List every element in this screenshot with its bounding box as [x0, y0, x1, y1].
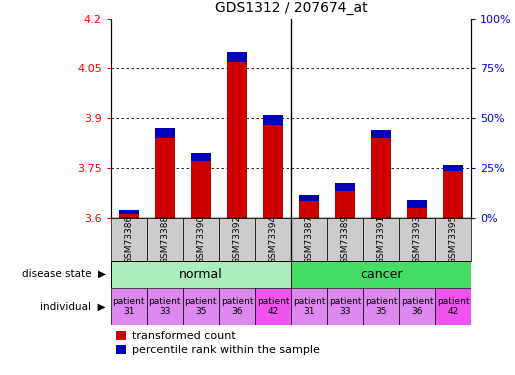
Bar: [263, 115, 283, 125]
Text: GSM73392: GSM73392: [232, 214, 242, 264]
Bar: [111, 288, 147, 325]
Bar: [111, 217, 147, 261]
Legend: transformed count, percentile rank within the sample: transformed count, percentile rank withi…: [116, 331, 320, 356]
Bar: [263, 125, 283, 217]
Bar: [219, 288, 255, 325]
Bar: [191, 161, 211, 218]
Text: disease state  ▶: disease state ▶: [22, 269, 106, 279]
Bar: [219, 217, 255, 261]
Bar: [255, 288, 291, 325]
Text: patient
36: patient 36: [220, 297, 253, 316]
Text: GSM73394: GSM73394: [268, 214, 278, 264]
Bar: [299, 201, 319, 217]
Bar: [407, 208, 427, 218]
Text: GSM73387: GSM73387: [304, 214, 314, 264]
Bar: [327, 217, 363, 261]
Text: patient
31: patient 31: [112, 297, 145, 316]
Text: cancer: cancer: [360, 268, 402, 280]
Bar: [191, 153, 211, 161]
Bar: [407, 200, 427, 208]
Bar: [119, 210, 139, 214]
Text: patient
33: patient 33: [329, 297, 362, 316]
Bar: [255, 217, 291, 261]
Title: GDS1312 / 207674_at: GDS1312 / 207674_at: [215, 1, 367, 15]
Bar: [363, 217, 399, 261]
Bar: [299, 195, 319, 201]
Text: individual  ▶: individual ▶: [40, 302, 106, 311]
Text: normal: normal: [179, 268, 222, 280]
Bar: [155, 128, 175, 138]
Text: GSM73391: GSM73391: [376, 214, 386, 264]
Bar: [371, 130, 391, 138]
Bar: [399, 288, 435, 325]
Text: patient
35: patient 35: [184, 297, 217, 316]
Bar: [443, 171, 463, 217]
Bar: [291, 261, 471, 288]
Bar: [371, 138, 391, 218]
Text: patient
31: patient 31: [293, 297, 325, 316]
Bar: [291, 217, 327, 261]
Bar: [147, 217, 183, 261]
Text: patient
42: patient 42: [256, 297, 289, 316]
Bar: [443, 165, 463, 171]
Bar: [227, 52, 247, 62]
Text: patient
35: patient 35: [365, 297, 398, 316]
Text: GSM73386: GSM73386: [124, 214, 133, 264]
Text: patient
42: patient 42: [437, 297, 470, 316]
Bar: [399, 217, 435, 261]
Bar: [147, 288, 183, 325]
Bar: [155, 138, 175, 218]
Text: GSM73395: GSM73395: [449, 214, 458, 264]
Text: GSM73393: GSM73393: [413, 214, 422, 264]
Bar: [183, 288, 219, 325]
Bar: [435, 217, 471, 261]
Bar: [291, 288, 327, 325]
Bar: [111, 261, 291, 288]
Bar: [435, 288, 471, 325]
Bar: [227, 62, 247, 217]
Text: GSM73389: GSM73389: [340, 214, 350, 264]
Bar: [183, 217, 219, 261]
Bar: [335, 191, 355, 217]
Text: patient
33: patient 33: [148, 297, 181, 316]
Text: GSM73388: GSM73388: [160, 214, 169, 264]
Bar: [335, 183, 355, 191]
Bar: [363, 288, 399, 325]
Text: GSM73390: GSM73390: [196, 214, 205, 264]
Text: patient
36: patient 36: [401, 297, 434, 316]
Bar: [119, 214, 139, 217]
Bar: [327, 288, 363, 325]
